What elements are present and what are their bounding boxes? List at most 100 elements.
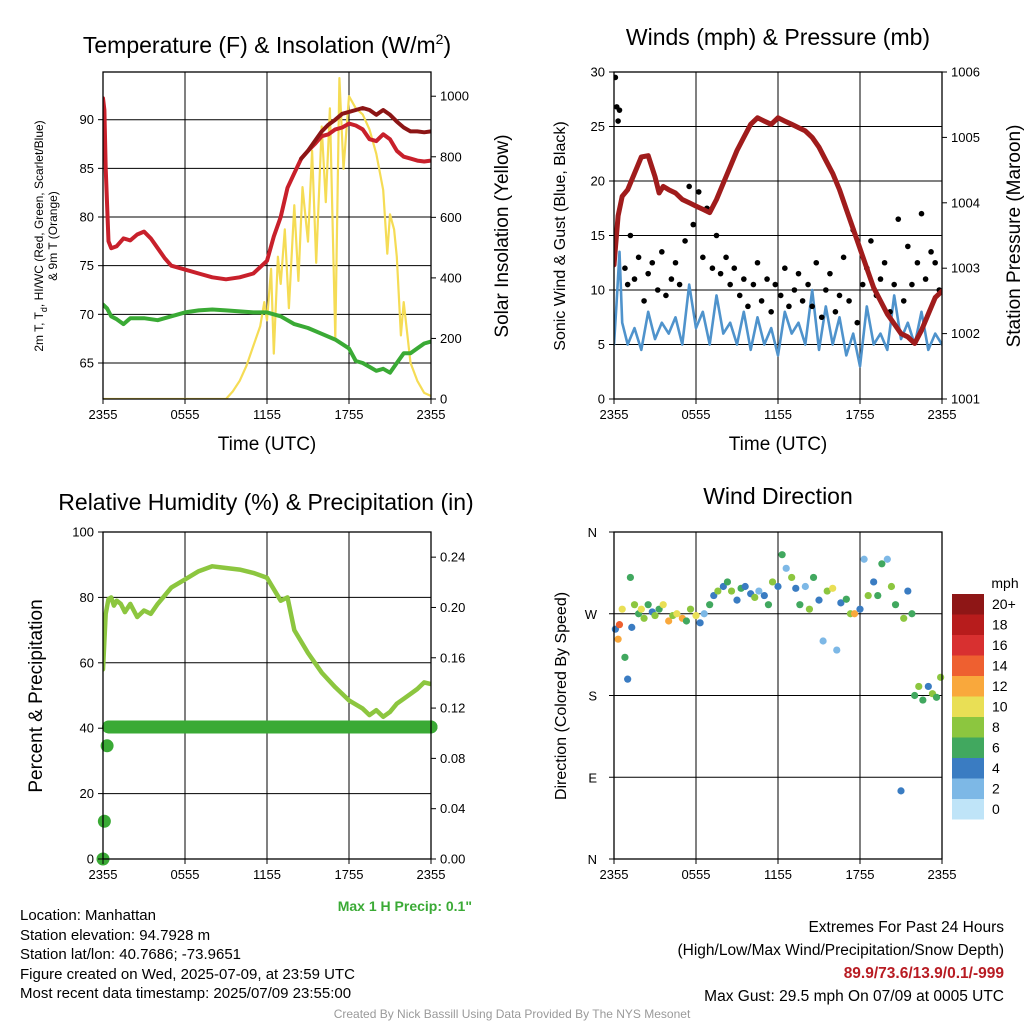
y2-tick-label: 1003 bbox=[951, 261, 980, 276]
x-axis-label: Time (UTC) bbox=[729, 434, 828, 455]
direction-point bbox=[751, 593, 759, 602]
colorbar-label: 6 bbox=[992, 740, 1000, 756]
humidity-panel: 2355 0555 1155 1755 23550204060801000.000.04… bbox=[26, 489, 474, 914]
direction-point bbox=[764, 601, 773, 609]
gust-point bbox=[672, 259, 679, 266]
series-line-sonic-wind bbox=[614, 250, 942, 368]
direction-point bbox=[630, 601, 639, 609]
y2-tick-label: 0.08 bbox=[440, 751, 465, 766]
direction-point bbox=[768, 578, 777, 586]
y-tick-label: 90 bbox=[80, 112, 94, 127]
y-tick-label: S bbox=[588, 689, 597, 704]
y2-tick-label: 1006 bbox=[951, 65, 980, 80]
gust-point bbox=[645, 270, 651, 277]
y-tick-label: 25 bbox=[591, 119, 605, 134]
series-line-relative-humidity bbox=[103, 564, 431, 720]
direction-point bbox=[782, 564, 790, 572]
gust-point bbox=[663, 292, 669, 299]
gust-point bbox=[736, 292, 743, 299]
y-tick-label: E bbox=[588, 770, 597, 785]
y-tick-label: 30 bbox=[591, 65, 605, 80]
colorbar-label: 8 bbox=[992, 719, 1000, 735]
direction-point bbox=[915, 682, 923, 691]
humidity-series bbox=[96, 564, 438, 866]
direction-point bbox=[614, 635, 622, 643]
y2-tick-label: 0.00 bbox=[440, 852, 465, 867]
y2-tick-label: 800 bbox=[440, 149, 462, 164]
temperature-series bbox=[103, 76, 431, 399]
direction-point bbox=[723, 578, 732, 586]
direction-point bbox=[878, 560, 886, 568]
precipitation-point bbox=[100, 739, 114, 753]
y2-tick-label: 0 bbox=[440, 392, 447, 407]
colorbar-swatch bbox=[952, 799, 984, 820]
direction-point bbox=[792, 584, 800, 592]
y2-tick-label: 600 bbox=[440, 210, 462, 225]
gust-point bbox=[676, 281, 683, 288]
gust-point bbox=[635, 254, 642, 261]
gust-point bbox=[840, 254, 847, 261]
colorbar-label: 18 bbox=[992, 617, 1008, 633]
y-tick-label: 0 bbox=[87, 852, 94, 867]
gust-point bbox=[854, 319, 861, 326]
gust-point bbox=[881, 259, 888, 266]
direction-point bbox=[706, 601, 714, 609]
y2-tick-label: 0.24 bbox=[440, 550, 465, 565]
chart-title-close: ) bbox=[443, 32, 451, 58]
direction-point bbox=[805, 605, 814, 613]
y-axis-label: Direction (Colored By Speed) bbox=[553, 592, 570, 800]
gust-point bbox=[877, 276, 884, 282]
gust-point bbox=[922, 276, 929, 282]
series-line-heat-index bbox=[299, 106, 431, 161]
x-tick-label: 2355 bbox=[417, 407, 446, 422]
gust-point bbox=[627, 232, 634, 239]
elevation-text: Station elevation: 94.7928 m bbox=[20, 926, 211, 944]
chart-title: Wind Direction bbox=[703, 483, 853, 509]
gust-point bbox=[616, 107, 623, 113]
y-tick-label: 20 bbox=[80, 786, 94, 801]
direction-point bbox=[904, 587, 912, 595]
gust-point bbox=[686, 183, 692, 190]
x-tick-label: 0555 bbox=[171, 867, 200, 882]
gust-point bbox=[932, 259, 938, 266]
y-tick-label: 70 bbox=[80, 307, 94, 322]
recent-data-text: Most recent data timestamp: 2025/07/09 2… bbox=[20, 985, 352, 1002]
x-tick-label: 1755 bbox=[846, 407, 875, 422]
direction-point bbox=[626, 573, 635, 582]
y-tick-label: 5 bbox=[598, 337, 605, 352]
gust-point bbox=[914, 259, 921, 266]
colorbar-swatch bbox=[952, 758, 984, 779]
y2-tick-label: 1000 bbox=[440, 89, 469, 104]
gust-point bbox=[654, 287, 661, 293]
y-axis-label-left-line2: & 9m T (Orange) bbox=[46, 191, 60, 281]
colorbar-swatch bbox=[952, 696, 984, 717]
y-tick-label: 100 bbox=[72, 525, 94, 540]
gust-point bbox=[717, 270, 724, 277]
gust-point bbox=[859, 281, 866, 288]
gust-point bbox=[891, 281, 897, 288]
direction-point bbox=[891, 601, 900, 609]
colorbar-swatch bbox=[952, 594, 984, 615]
direction-point bbox=[897, 787, 905, 795]
precipitation-point bbox=[97, 814, 111, 828]
gust-point bbox=[615, 118, 621, 124]
x-tick-label: 2355 bbox=[928, 407, 957, 422]
chart-title: Winds (mph) & Pressure (mb) bbox=[626, 24, 930, 50]
chart-title-main: Temperature (F) & Insolation (W/m bbox=[83, 32, 436, 58]
direction-point bbox=[774, 582, 782, 591]
y-axis-label-right: Solar Insolation (Yellow) bbox=[492, 134, 513, 337]
direction-point bbox=[696, 619, 704, 627]
direction-point bbox=[618, 605, 626, 613]
x-tick-label: 0555 bbox=[682, 867, 711, 882]
y-tick-label: 40 bbox=[80, 721, 94, 736]
direction-point bbox=[864, 591, 872, 600]
direction-point bbox=[741, 582, 749, 591]
direction-point bbox=[874, 591, 882, 600]
gust-point bbox=[895, 216, 902, 222]
gust-point bbox=[823, 287, 829, 293]
gust-point bbox=[900, 298, 907, 304]
y2-tick-label: 400 bbox=[440, 270, 462, 285]
direction-point bbox=[686, 605, 695, 613]
gust-point bbox=[768, 309, 774, 315]
gust-point bbox=[750, 281, 757, 288]
